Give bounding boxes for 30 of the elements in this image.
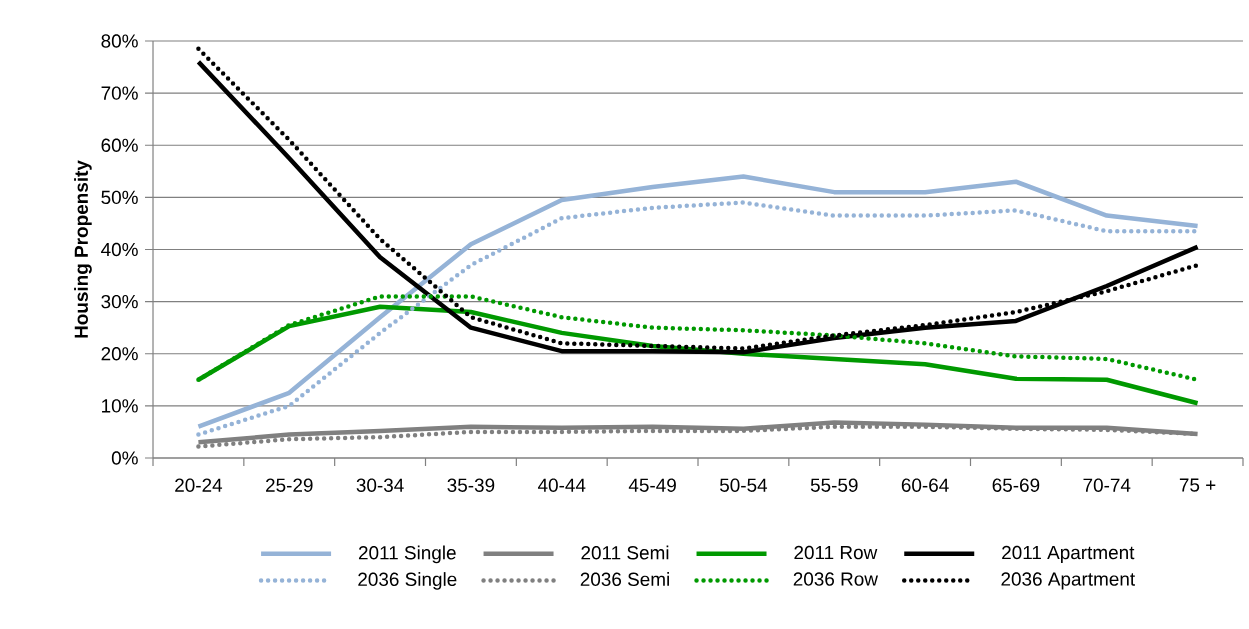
x-tick-label: 60-64 <box>901 478 949 492</box>
x-tick-label: 75 + <box>1179 478 1216 492</box>
legend-label: 2036 Apartment <box>1001 572 1136 590</box>
x-tick-label: 55-59 <box>810 478 858 492</box>
x-tick-label: 25-29 <box>266 478 313 492</box>
y-tick-label: 50% <box>101 190 138 205</box>
x-tick-label: 70-74 <box>1083 478 1131 492</box>
legend-label: 2011 Single <box>358 545 456 564</box>
y-tick-label: 30% <box>101 294 138 309</box>
legend-label: 2036 Single <box>358 572 457 590</box>
x-tick-label: 45-49 <box>628 478 676 492</box>
y-tick-label: 70% <box>101 86 138 100</box>
legend-label: 2036 Row <box>793 572 879 586</box>
legend-label: 2011 Apartment <box>1002 545 1135 563</box>
x-tick-label: 65-69 <box>992 478 1040 492</box>
y-tick-label: 40% <box>101 242 138 257</box>
y-tick-label: 80% <box>101 34 138 48</box>
y-tick-label: 20% <box>101 347 138 361</box>
y-tick-label: 10% <box>102 399 138 413</box>
y-tick-label: 0% <box>111 451 138 465</box>
x-tick-label: 30-34 <box>356 478 404 492</box>
legend-label: 2011 Row <box>794 545 878 560</box>
x-tick-label: 35-39 <box>447 478 495 492</box>
y-tick-label: 60% <box>101 138 138 152</box>
x-tick-label: 50-54 <box>719 478 768 492</box>
legend-label: 2036 Semi <box>580 572 669 587</box>
x-tick-label: 20-24 <box>175 478 223 492</box>
x-tick-label: 40-44 <box>537 478 586 492</box>
y-axis-title: Housing Propensity <box>74 160 92 338</box>
legend-label: 2011 Semi <box>581 545 669 560</box>
